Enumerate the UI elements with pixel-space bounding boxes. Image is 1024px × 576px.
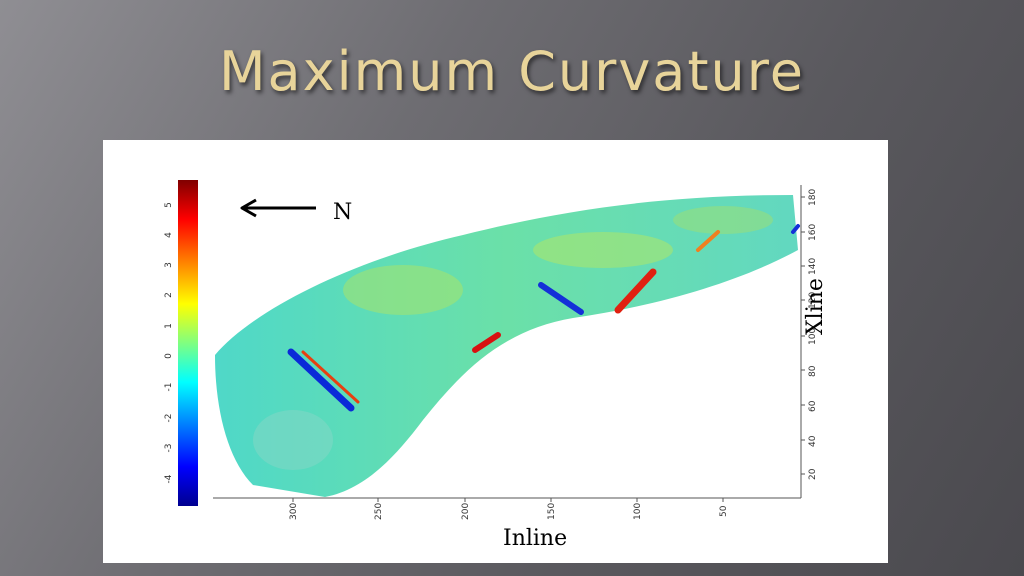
x-tick-label: 100 — [633, 503, 643, 520]
positive-curvature-feature — [301, 350, 360, 404]
colorbar — [178, 180, 198, 506]
y-axis-title: Xline — [803, 278, 828, 335]
curvature-figure: 5 4 3 2 1 0 -1 -2 -3 -4 N — [103, 140, 888, 563]
x-tick-label: 50 — [719, 505, 729, 517]
curvature-map: 300 250 200 150 100 50 180 160 140 120 1… — [213, 185, 818, 520]
y-tick-label: 120 — [808, 292, 818, 309]
x-tick-label: 200 — [461, 503, 471, 520]
y-tick-label: 60 — [808, 400, 818, 412]
negative-curvature-feature — [538, 282, 584, 315]
x-tick-label: 250 — [374, 503, 384, 520]
x-tick-label: 300 — [289, 503, 299, 520]
slide-title: Maximum Curvature — [218, 40, 806, 103]
positive-curvature-feature — [614, 268, 657, 314]
y-tick-label: 20 — [808, 468, 818, 480]
y-axis-ticks: 180 160 140 120 100 80 60 40 20 — [801, 189, 818, 480]
y-tick-label: 140 — [808, 258, 818, 275]
y-tick-label: 40 — [808, 435, 818, 447]
negative-curvature-feature — [287, 348, 355, 412]
x-axis-ticks: 300 250 200 150 100 50 — [289, 498, 729, 520]
y-tick-label: 180 — [808, 189, 818, 206]
positive-curvature-feature — [472, 332, 501, 353]
y-tick-label: 100 — [808, 328, 818, 345]
negative-curvature-feature — [791, 224, 800, 234]
north-arrow-icon — [238, 198, 318, 218]
north-label: N — [333, 200, 353, 225]
x-axis-title: Inline — [503, 526, 568, 551]
y-tick-label: 160 — [808, 224, 818, 241]
y-tick-label: 80 — [808, 365, 818, 377]
positive-curvature-feature — [696, 230, 720, 252]
x-tick-label: 150 — [547, 503, 557, 520]
